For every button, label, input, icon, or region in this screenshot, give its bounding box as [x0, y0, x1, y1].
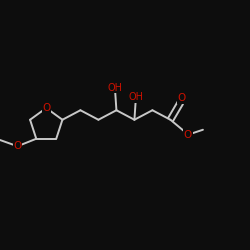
Text: O: O	[178, 93, 186, 103]
Text: O: O	[14, 141, 22, 151]
Text: OH: OH	[108, 83, 123, 93]
Text: OH: OH	[128, 92, 143, 102]
Text: O: O	[42, 103, 50, 113]
Text: O: O	[184, 130, 192, 140]
